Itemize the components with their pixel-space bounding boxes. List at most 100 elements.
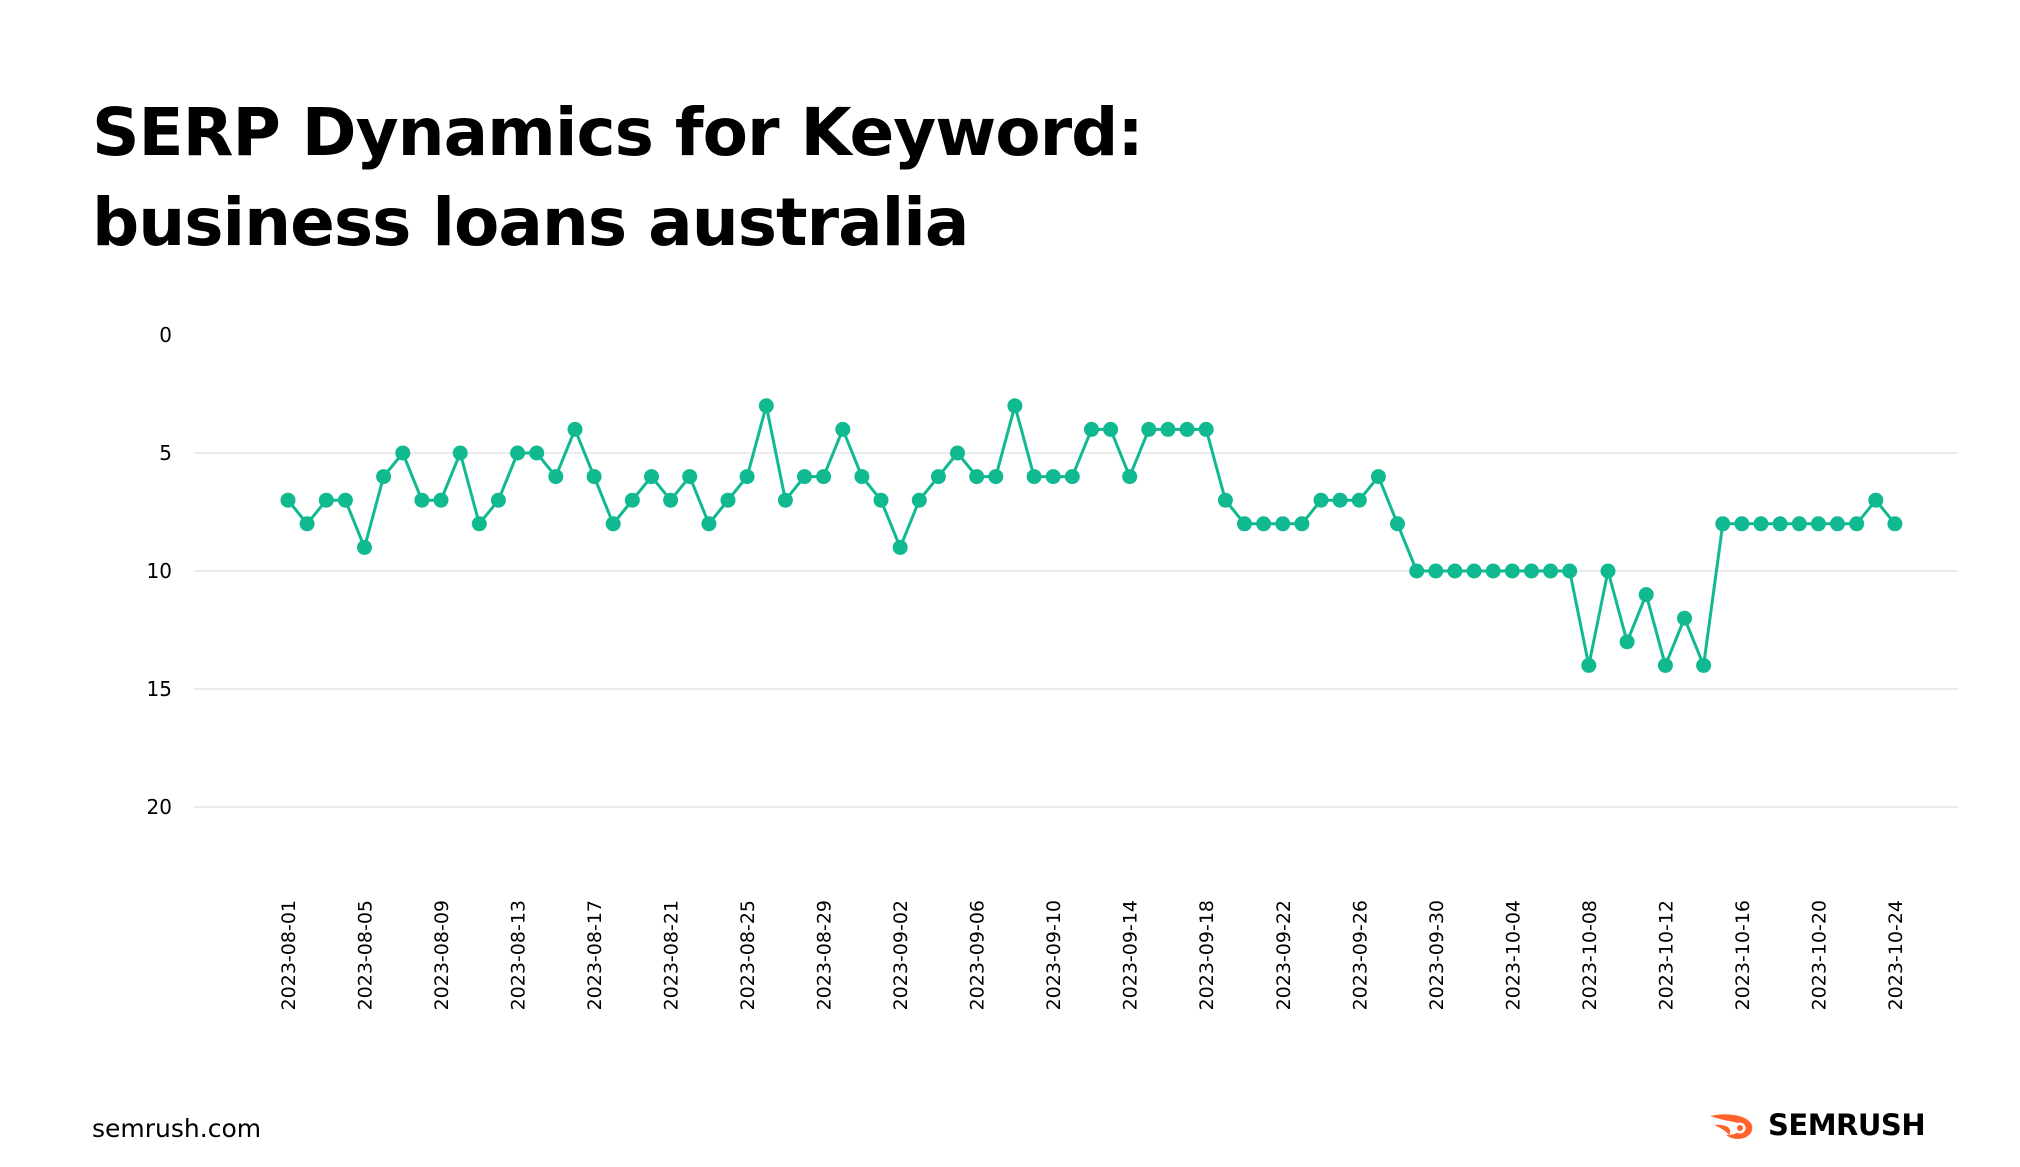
data-point <box>1256 516 1272 532</box>
x-tick-label: 2023-08-05 <box>355 900 377 1010</box>
x-tick-label: 2023-09-02 <box>890 900 912 1010</box>
x-tick-label: 2023-08-17 <box>584 900 606 1010</box>
data-point <box>1198 421 1214 437</box>
series-line <box>286 404 1897 667</box>
data-point <box>1447 563 1463 579</box>
data-point <box>1084 421 1099 437</box>
brand-name: SEMRUSH <box>1768 1108 1926 1142</box>
data-point <box>1045 469 1061 485</box>
x-tick-label: 2023-08-09 <box>431 900 453 1010</box>
x-tick-label: 2023-08-13 <box>508 900 530 1010</box>
data-point <box>1370 469 1386 485</box>
data-point <box>510 445 526 461</box>
data-point <box>1772 516 1788 532</box>
x-tick-label: 2023-10-16 <box>1732 900 1754 1010</box>
data-point <box>1122 469 1138 485</box>
x-tick-label: 2023-08-29 <box>814 900 836 1010</box>
data-point <box>854 469 870 485</box>
x-tick-label: 2023-09-06 <box>967 900 989 1010</box>
y-tick-label: 5 <box>159 441 172 465</box>
chart-title: SERP Dynamics for Keyword: business loan… <box>92 88 1144 268</box>
grid-lines <box>194 452 1958 808</box>
x-tick-label: 2023-09-26 <box>1349 900 1371 1010</box>
x-tick-label: 2023-08-01 <box>278 900 300 1010</box>
data-point <box>1715 516 1731 532</box>
data-point <box>1064 469 1080 485</box>
data-point <box>471 516 487 532</box>
data-point <box>873 492 889 508</box>
data-point <box>1390 516 1405 532</box>
data-point <box>1849 516 1865 532</box>
data-point <box>1007 398 1023 414</box>
x-axis-ticks: 2023-08-01 2023-08-05 2023-08-09 2023-08-13… <box>278 900 1907 1010</box>
data-point <box>1504 563 1520 579</box>
data-point <box>1313 492 1329 508</box>
data-point <box>1179 421 1195 437</box>
data-point <box>1887 516 1903 532</box>
data-point <box>1275 516 1291 532</box>
series-points <box>280 398 1903 673</box>
data-point <box>318 492 334 508</box>
y-tick-label: 15 <box>147 677 172 701</box>
data-point <box>1677 610 1692 626</box>
y-tick-label: 20 <box>147 795 172 819</box>
data-point <box>1524 563 1539 579</box>
data-point <box>1657 657 1673 673</box>
x-tick-label: 2023-09-18 <box>1196 900 1218 1010</box>
data-point <box>720 492 736 508</box>
data-point <box>1409 563 1425 579</box>
data-point <box>930 469 946 485</box>
data-point <box>950 445 965 461</box>
data-point <box>835 421 851 437</box>
data-point <box>586 469 602 485</box>
data-point <box>605 516 621 532</box>
data-point <box>1562 563 1578 579</box>
data-point <box>758 398 774 414</box>
data-point <box>1810 516 1826 532</box>
series-line-layer <box>286 404 1897 667</box>
data-point <box>988 469 1004 485</box>
data-point <box>357 539 372 555</box>
data-point <box>337 492 353 508</box>
footer-site: semrush.com <box>92 1114 262 1143</box>
data-point <box>1868 492 1884 508</box>
x-tick-label: 2023-09-14 <box>1120 900 1142 1010</box>
data-point <box>624 492 640 508</box>
y-axis-ticks: 0 5 10 15 20 <box>147 323 172 819</box>
data-point <box>1428 563 1444 579</box>
data-point <box>548 469 564 485</box>
data-point <box>1237 516 1252 532</box>
chart-title-line2: business loans australia <box>92 184 969 261</box>
data-point <box>299 516 315 532</box>
data-point <box>911 492 927 508</box>
data-point <box>1351 492 1367 508</box>
data-point <box>1543 563 1559 579</box>
data-point <box>452 445 468 461</box>
y-tick-label: 10 <box>147 559 172 583</box>
data-point <box>1581 657 1597 673</box>
data-point <box>739 469 755 485</box>
x-tick-label: 2023-09-22 <box>1273 900 1295 1010</box>
data-point <box>1619 634 1635 650</box>
data-point <box>1026 469 1042 485</box>
data-point <box>395 445 411 461</box>
data-point <box>1103 421 1119 437</box>
data-point <box>969 469 985 485</box>
x-tick-label: 2023-10-24 <box>1885 900 1907 1010</box>
data-point <box>1696 657 1712 673</box>
data-point <box>1141 421 1157 437</box>
x-tick-label: 2023-10-04 <box>1502 900 1524 1010</box>
data-point <box>1638 587 1654 603</box>
data-point <box>1294 516 1310 532</box>
data-point <box>797 469 812 485</box>
chart-title-line1: SERP Dynamics for Keyword: <box>92 94 1144 171</box>
data-point <box>433 492 449 508</box>
brand-logo: SEMRUSH <box>1708 1108 1926 1142</box>
data-point <box>892 539 908 555</box>
x-tick-label: 2023-08-25 <box>737 900 759 1010</box>
data-point <box>1753 516 1769 532</box>
x-tick-label: 2023-08-21 <box>661 900 683 1010</box>
data-point <box>701 516 717 532</box>
